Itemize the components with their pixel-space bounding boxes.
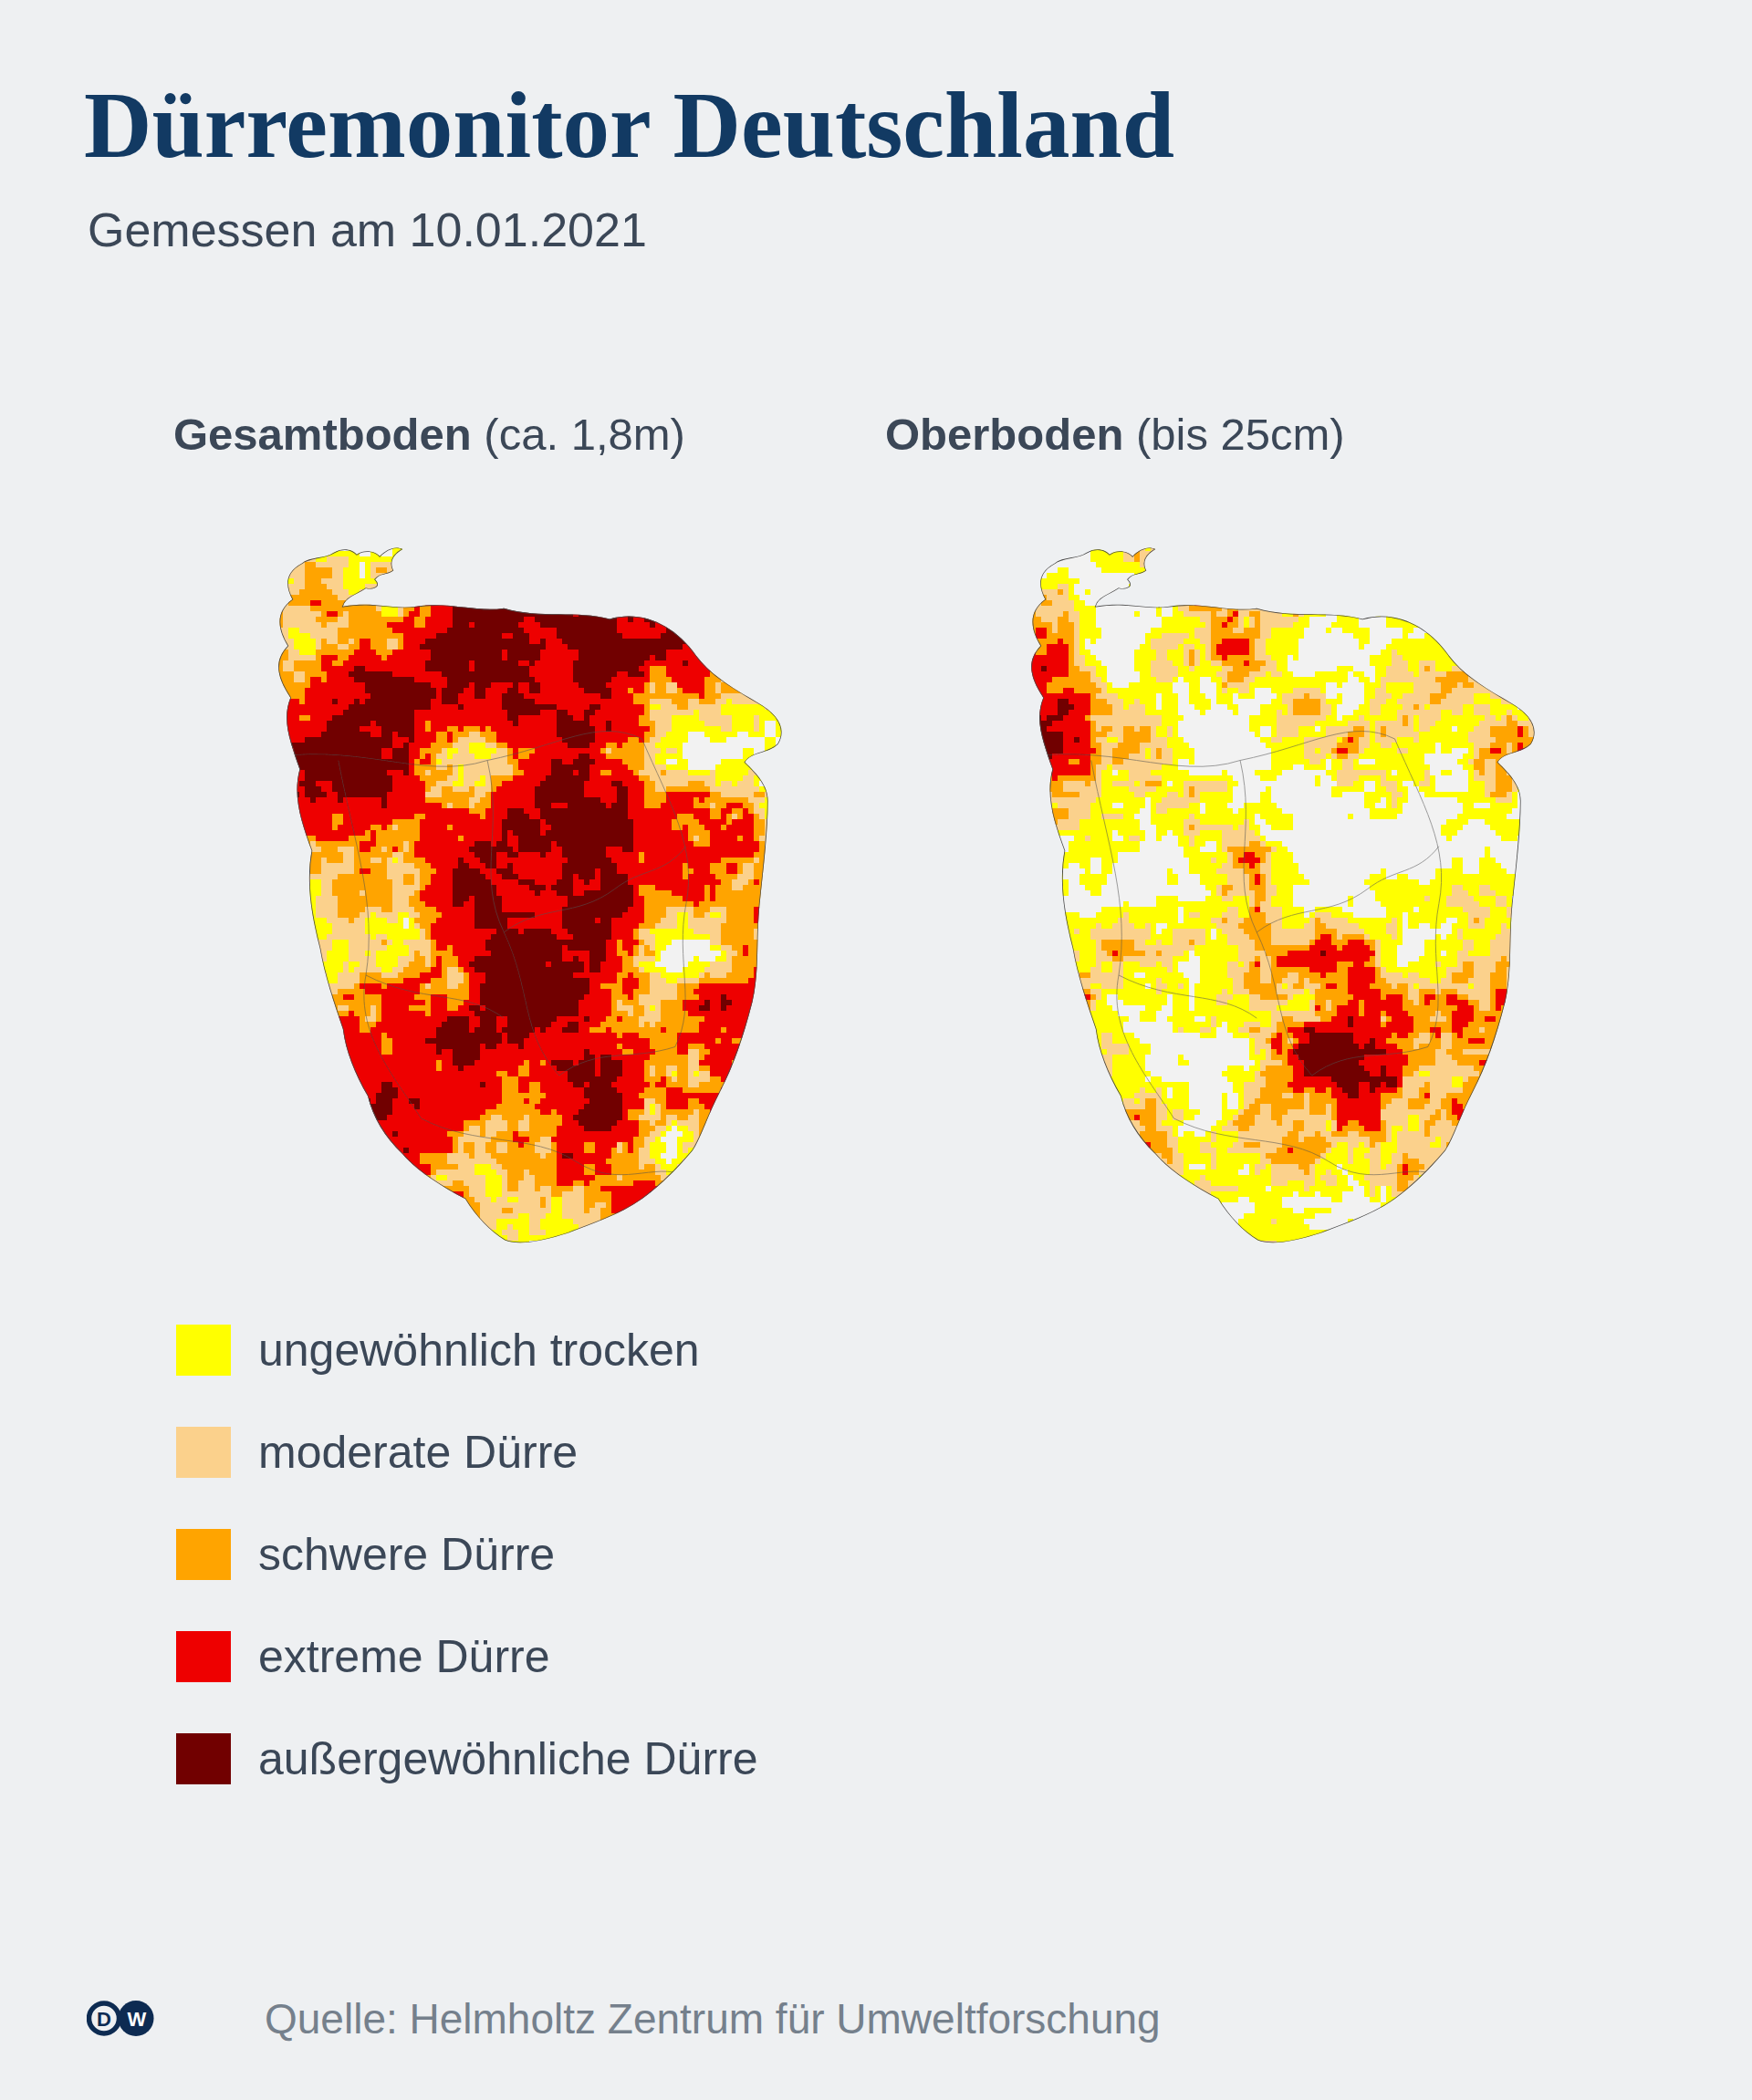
svg-text:D: D [97,2008,111,2031]
svg-text:W: W [128,2008,147,2031]
